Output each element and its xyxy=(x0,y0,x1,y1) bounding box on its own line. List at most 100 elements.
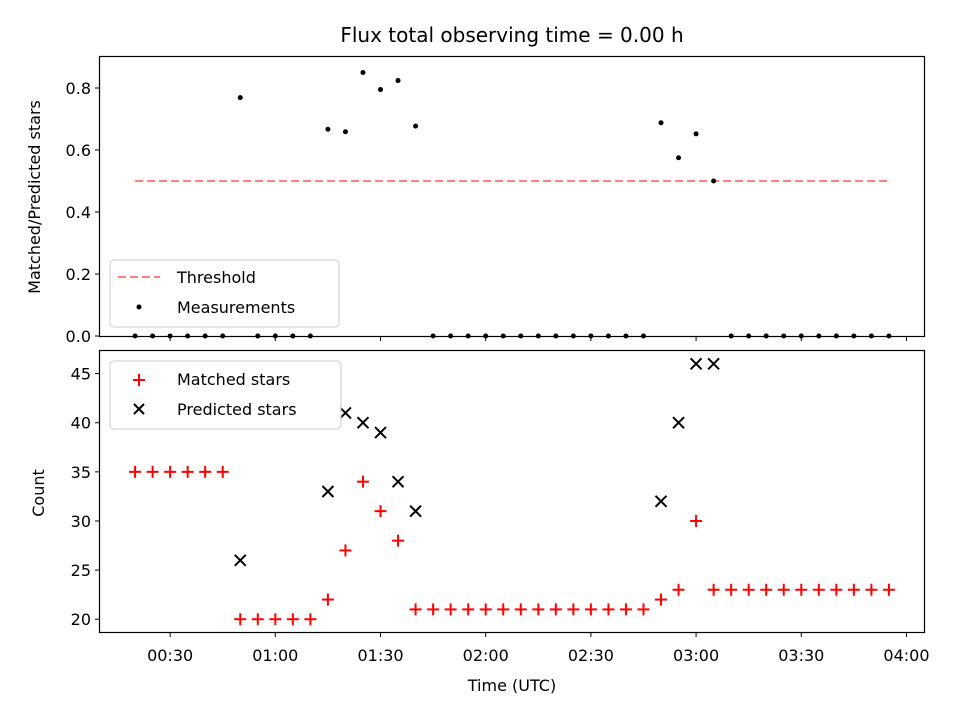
matched-star-point xyxy=(462,603,475,616)
bottom-y-axis-label: Count xyxy=(29,469,48,517)
matched-star-point xyxy=(847,583,860,596)
matched-star-point xyxy=(584,603,597,616)
x-tick-label: 01:30 xyxy=(357,646,403,665)
top-y-axis-label: Matched/Predicted stars xyxy=(25,100,44,294)
x-tick-label: 03:00 xyxy=(673,646,719,665)
matched-star-point xyxy=(882,583,895,596)
measurement-point xyxy=(676,155,682,161)
top-y-tick-label: 0.4 xyxy=(66,203,91,222)
x-tick-label: 00:30 xyxy=(147,646,193,665)
top-plot-area: 0.0 0.2 0.4 0.6 0.8 xyxy=(66,70,907,346)
matched-star-point xyxy=(830,583,843,596)
bottom-plot-area: 00:30 01:00 01:30 02:00 02:30 03:00 03:30 04:00… xyxy=(71,357,930,665)
top-y-tick-label: 0.2 xyxy=(66,265,91,284)
predicted-star-point xyxy=(409,504,422,518)
top-legend-box xyxy=(109,259,340,328)
matched-star-point xyxy=(392,534,405,547)
legend-threshold-label: Threshold xyxy=(176,268,256,287)
matched-star-point xyxy=(725,583,738,596)
matched-star-point xyxy=(199,465,212,478)
bottom-legend: Matched stars Predicted stars xyxy=(109,360,342,430)
measurement-point xyxy=(360,70,366,75)
matched-star-point xyxy=(321,593,334,606)
predicted-star-point xyxy=(707,357,720,370)
bottom-y-tick-label: 35 xyxy=(71,463,91,482)
x-axis-label: Time (UTC) xyxy=(467,676,556,695)
matched-star-point xyxy=(602,603,615,616)
matched-star-point xyxy=(146,465,159,478)
predicted-legend-cross-icon xyxy=(133,403,145,415)
bottom-y-tick-label: 20 xyxy=(71,610,91,629)
matched-star-point xyxy=(707,583,720,596)
matched-star-point xyxy=(532,603,545,616)
measurement-point xyxy=(413,123,419,129)
top-chart-title: Flux total observing time = 0.00 h xyxy=(340,23,683,47)
predicted-star-point xyxy=(339,406,352,420)
matched-star-point xyxy=(497,603,510,616)
matched-star-point xyxy=(690,514,703,527)
matched-star-point xyxy=(164,465,177,478)
measurement-point xyxy=(342,129,348,135)
bottom-y-tick-label: 30 xyxy=(71,512,91,531)
matched-star-point xyxy=(777,583,790,596)
matched-star-point xyxy=(567,603,580,616)
bottom-y-tick-label: 40 xyxy=(71,414,91,433)
matched-star-point xyxy=(812,583,825,596)
matched-star-point xyxy=(760,583,773,596)
matched-star-point xyxy=(479,603,492,616)
predicted-star-point xyxy=(654,495,668,508)
predicted-star-point xyxy=(672,416,685,429)
matched-star-point xyxy=(655,593,668,606)
measurement-point xyxy=(658,120,664,126)
measurement-point xyxy=(378,87,384,93)
matched-star-point xyxy=(339,544,352,557)
top-y-tick-label: 0.0 xyxy=(66,327,91,346)
top-y-tick-label: 0.8 xyxy=(66,79,91,98)
matched-star-point xyxy=(304,613,317,626)
matched-star-point xyxy=(181,465,194,478)
x-tick-label: 02:30 xyxy=(568,646,614,665)
matched-star-point xyxy=(865,583,878,596)
matched-star-point xyxy=(251,613,264,626)
bottom-axes-frame xyxy=(98,349,926,634)
predicted-star-point xyxy=(689,357,703,370)
legend-matched-label: Matched stars xyxy=(177,370,290,389)
x-tick-label: 03:30 xyxy=(778,646,824,665)
matched-star-point xyxy=(427,603,440,616)
measurement-point xyxy=(711,178,717,184)
predicted-star-point xyxy=(374,426,387,439)
measurement-point xyxy=(325,126,331,132)
matched-star-point xyxy=(129,465,142,478)
matched-star-point xyxy=(444,603,457,616)
predicted-star-point xyxy=(234,554,247,567)
matched-star-point xyxy=(637,603,650,616)
measurement-point xyxy=(237,95,243,101)
matched-star-point xyxy=(269,613,282,626)
bottom-y-tick-label: 25 xyxy=(71,561,91,580)
matched-star-point xyxy=(514,603,527,616)
matched-star-point xyxy=(795,583,808,596)
matched-star-point xyxy=(549,603,562,616)
matched-star-point xyxy=(619,603,632,616)
matched-star-point xyxy=(742,583,755,596)
matched-star-point xyxy=(216,465,229,478)
measurement-point xyxy=(693,131,699,137)
matched-star-point xyxy=(374,505,387,518)
bottom-legend-box xyxy=(109,360,342,430)
x-tick-label: 04:00 xyxy=(883,646,929,665)
x-tick-label: 01:00 xyxy=(252,646,298,665)
measurement-legend-marker-icon xyxy=(136,304,142,310)
predicted-star-point xyxy=(391,475,405,488)
matched-star-point xyxy=(672,583,685,596)
matched-star-point xyxy=(286,613,299,626)
top-y-tick-label: 0.6 xyxy=(66,141,91,160)
legend-measurements-label: Measurements xyxy=(177,298,295,317)
predicted-star-point xyxy=(356,416,370,429)
matched-legend-plus-icon xyxy=(133,374,145,386)
matched-star-point xyxy=(356,475,369,488)
x-tick-label: 02:00 xyxy=(463,646,509,665)
measurement-point xyxy=(395,78,401,84)
bottom-y-tick-label: 45 xyxy=(71,365,91,384)
top-legend: Threshold Measurements xyxy=(109,259,340,328)
